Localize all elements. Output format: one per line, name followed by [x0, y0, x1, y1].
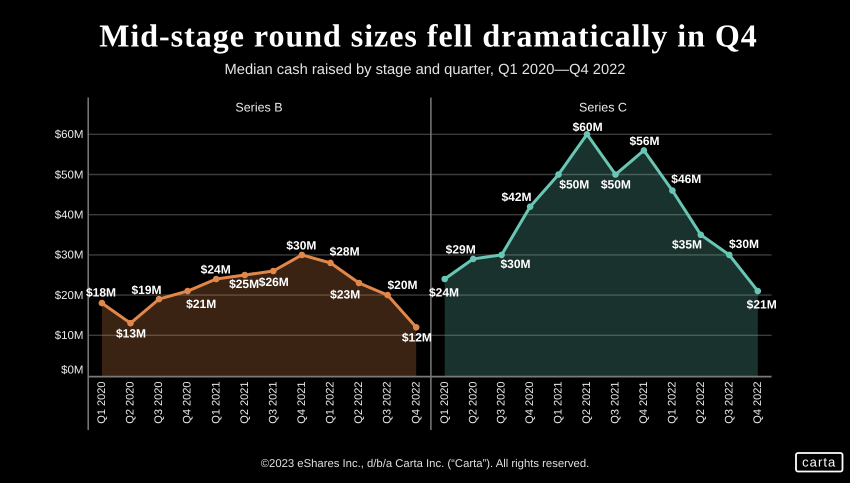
svg-text:Q3 2020: Q3 2020 [153, 382, 165, 424]
svg-text:Q1 2022: Q1 2022 [667, 382, 679, 424]
svg-text:Q4 2020: Q4 2020 [524, 382, 536, 424]
svg-text:Q2 2021: Q2 2021 [581, 382, 593, 424]
svg-text:$24M: $24M [201, 262, 231, 276]
svg-text:Q4 2021: Q4 2021 [638, 382, 650, 424]
svg-text:$50M: $50M [55, 169, 84, 181]
svg-text:Q3 2021: Q3 2021 [610, 382, 622, 424]
svg-text:carta: carta [802, 455, 836, 470]
svg-text:Q4 2022: Q4 2022 [410, 382, 422, 424]
svg-text:Q3 2022: Q3 2022 [382, 382, 394, 424]
svg-text:Mid-stage round sizes fell dra: Mid-stage round sizes fell dramatically … [99, 18, 758, 55]
svg-text:$50M: $50M [559, 177, 589, 191]
svg-text:Series B: Series B [235, 100, 282, 114]
svg-text:Q4 2021: Q4 2021 [296, 382, 308, 424]
svg-text:$30M: $30M [286, 238, 316, 252]
svg-text:Q4 2020: Q4 2020 [182, 382, 194, 424]
svg-text:$13M: $13M [116, 327, 146, 341]
svg-text:Q3 2021: Q3 2021 [267, 382, 279, 424]
svg-text:$42M: $42M [501, 190, 531, 204]
svg-text:Q1 2020: Q1 2020 [439, 382, 451, 424]
svg-text:$30M: $30M [500, 257, 530, 271]
svg-text:Q1 2021: Q1 2021 [210, 382, 222, 424]
svg-text:Q2 2021: Q2 2021 [239, 382, 251, 424]
svg-text:$60M: $60M [573, 120, 603, 134]
svg-text:$29M: $29M [446, 242, 476, 256]
svg-text:$56M: $56M [629, 134, 659, 148]
svg-text:$23M: $23M [330, 288, 360, 302]
svg-text:$40M: $40M [55, 210, 84, 222]
svg-text:$21M: $21M [747, 298, 777, 312]
svg-text:$18M: $18M [86, 286, 116, 300]
svg-text:Q1 2020: Q1 2020 [96, 382, 108, 424]
svg-text:$35M: $35M [672, 238, 702, 252]
svg-text:$28M: $28M [330, 245, 360, 259]
svg-text:$10M: $10M [55, 330, 84, 342]
svg-text:Q4 2022: Q4 2022 [752, 382, 764, 424]
svg-text:$24M: $24M [429, 286, 459, 300]
svg-text:Series C: Series C [579, 100, 627, 114]
svg-text:$19M: $19M [131, 283, 161, 297]
svg-text:$30M: $30M [55, 250, 84, 262]
svg-text:$60M: $60M [55, 129, 84, 141]
svg-text:$50M: $50M [601, 177, 631, 191]
svg-text:Q1 2022: Q1 2022 [325, 382, 337, 424]
svg-text:Q1 2021: Q1 2021 [553, 382, 565, 424]
svg-text:$0M: $0M [61, 364, 83, 376]
svg-text:Q2 2022: Q2 2022 [695, 382, 707, 424]
svg-text:$12M: $12M [402, 330, 432, 344]
svg-text:Q2 2020: Q2 2020 [125, 382, 137, 424]
svg-text:Q2 2020: Q2 2020 [467, 382, 479, 424]
svg-text:Median cash raised by stage an: Median cash raised by stage and quarter,… [225, 62, 626, 78]
svg-text:$21M: $21M [186, 297, 216, 311]
svg-text:©2023 eShares Inc., d/b/a Cart: ©2023 eShares Inc., d/b/a Carta Inc. (“C… [261, 458, 590, 470]
svg-text:Q2 2022: Q2 2022 [353, 382, 365, 424]
svg-text:$26M: $26M [259, 275, 289, 289]
svg-text:$25M: $25M [229, 277, 259, 291]
svg-text:Q3 2022: Q3 2022 [723, 382, 735, 424]
svg-text:$20M: $20M [55, 290, 84, 302]
svg-text:$20M: $20M [387, 278, 417, 292]
svg-text:Q3 2020: Q3 2020 [496, 382, 508, 424]
svg-text:$46M: $46M [671, 172, 701, 186]
svg-text:$30M: $30M [729, 237, 759, 251]
